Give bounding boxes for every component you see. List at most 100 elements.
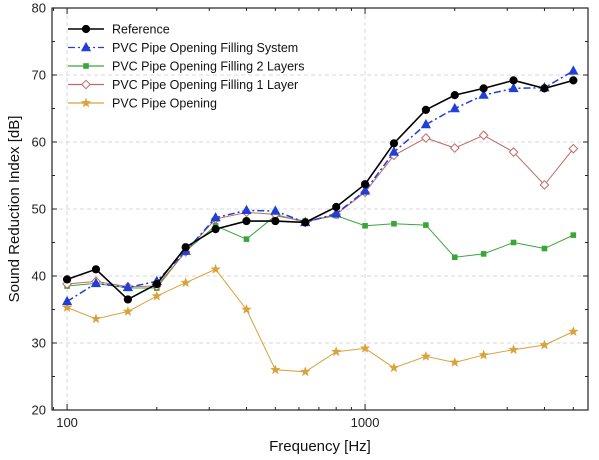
data-point <box>539 179 550 190</box>
legend-item: PVC Pipe Opening Filling System <box>68 41 298 55</box>
data-point <box>123 295 133 304</box>
data-point <box>391 220 397 227</box>
data-point <box>359 342 371 353</box>
series-reference <box>62 76 578 304</box>
series-line <box>66 79 574 301</box>
data-point <box>423 222 429 228</box>
data-point <box>388 146 400 156</box>
y-axis-label: Sound Reduction Index [dB] <box>6 116 23 303</box>
data-point <box>480 251 487 257</box>
data-point <box>122 281 134 292</box>
x-tick-label: 1000 <box>351 415 380 430</box>
data-point <box>62 275 72 284</box>
data-point <box>90 313 102 324</box>
data-point <box>568 326 579 337</box>
legend-marker <box>80 97 92 108</box>
data-point <box>569 76 578 85</box>
data-point <box>568 65 579 75</box>
y-tick-label: 30 <box>32 336 46 351</box>
data-point <box>540 84 549 93</box>
legend-item: PVC Pipe Opening <box>68 97 217 111</box>
data-point <box>421 105 430 114</box>
data-point <box>242 216 251 226</box>
y-tick-label: 70 <box>32 68 46 83</box>
data-point <box>478 89 489 99</box>
data-point <box>450 91 459 100</box>
data-point <box>270 364 281 375</box>
data-point <box>331 208 342 218</box>
data-point <box>90 277 102 288</box>
data-point <box>449 143 460 153</box>
axis-ticks: 20 30 40 50 60 70 80 100 1000 <box>32 1 588 430</box>
series-line <box>66 70 574 303</box>
data-point <box>300 366 311 377</box>
series-layer <box>61 65 579 377</box>
y-tick-label: 80 <box>32 1 46 16</box>
data-point <box>508 82 519 93</box>
data-point <box>451 254 458 261</box>
data-point <box>420 118 431 129</box>
x-axis-label: Frequency [Hz] <box>269 438 371 455</box>
data-point <box>180 277 191 288</box>
data-point <box>122 306 134 316</box>
data-point <box>61 302 73 312</box>
y-tick-label: 60 <box>32 135 46 150</box>
data-point <box>332 202 341 212</box>
data-point <box>152 279 161 289</box>
data-point <box>270 205 281 215</box>
legend-marker <box>80 41 92 52</box>
data-point <box>389 139 399 148</box>
data-point <box>539 339 550 350</box>
data-point <box>241 304 252 314</box>
y-tick-label: 50 <box>32 202 46 217</box>
legend-item: Reference <box>68 23 170 37</box>
y-tick-label: 20 <box>32 403 46 418</box>
series-pvc-pipe-opening-filling-system <box>61 65 579 306</box>
legend-label: PVC Pipe Opening <box>112 97 217 111</box>
legend-marker <box>81 24 91 34</box>
data-point <box>271 216 280 226</box>
legend-marker <box>83 63 89 69</box>
data-point <box>359 185 371 195</box>
series-line <box>66 268 574 373</box>
data-point <box>91 265 101 274</box>
legend-label: PVC Pipe Opening Filling System <box>112 41 298 55</box>
data-point <box>508 147 519 157</box>
data-point <box>510 239 517 246</box>
data-point <box>151 290 162 301</box>
data-point <box>61 295 73 306</box>
legend-marker <box>81 79 91 90</box>
legend-label: PVC Pipe Opening Filling 1 Layer <box>112 78 298 92</box>
data-point <box>478 130 489 141</box>
data-point <box>568 143 579 154</box>
data-point <box>243 236 250 242</box>
data-point <box>449 357 460 367</box>
grid-lines <box>52 8 588 410</box>
data-point <box>449 102 460 113</box>
data-point <box>508 344 519 355</box>
data-point <box>388 362 400 373</box>
data-point <box>541 245 548 252</box>
legend: Reference PVC Pipe Opening Filling System… <box>68 23 304 111</box>
data-point <box>241 204 252 215</box>
series-pvc-pipe-opening <box>61 263 579 377</box>
legend-label: PVC Pipe Opening Filling 2 Layers <box>112 60 304 74</box>
data-point <box>479 84 488 93</box>
data-point <box>570 232 577 238</box>
data-point <box>362 222 368 229</box>
y-tick-label: 40 <box>32 269 46 284</box>
data-point <box>210 212 221 222</box>
data-point <box>210 263 221 274</box>
data-point <box>509 76 518 85</box>
x-tick-label: 100 <box>56 415 78 430</box>
data-point <box>301 218 310 227</box>
data-point <box>420 350 432 361</box>
legend-item: PVC Pipe Opening Filling 1 Layer <box>68 78 298 92</box>
data-point <box>360 180 370 189</box>
legend-label: Reference <box>112 23 170 37</box>
data-point <box>211 225 220 234</box>
data-point <box>478 349 489 360</box>
legend-item: PVC Pipe Opening Filling 2 Layers <box>68 60 304 74</box>
